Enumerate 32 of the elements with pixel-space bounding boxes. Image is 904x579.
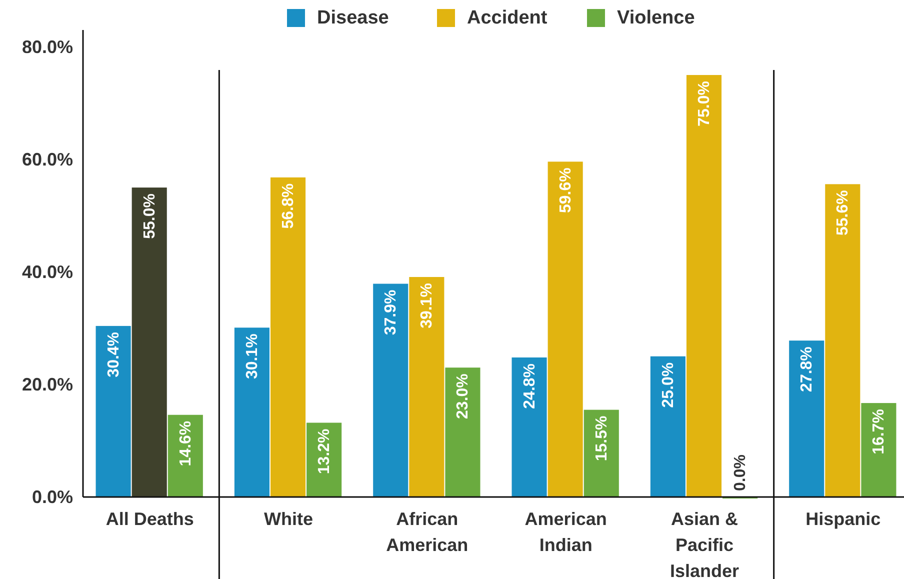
x-tick-label: American Indian [524, 509, 607, 555]
y-tick-label: 40.0% [22, 262, 73, 282]
legend-label: Violence [617, 8, 695, 28]
x-tick-label: Hispanic [806, 509, 881, 529]
data-label: 30.4% [105, 332, 122, 378]
y-tick-label: 20.0% [22, 374, 73, 394]
data-label: 25.0% [660, 362, 677, 408]
y-tick-label: 80.0% [22, 36, 73, 57]
y-tick-label: 60.0% [22, 149, 73, 170]
data-label: 56.8% [280, 183, 298, 229]
data-label: 27.8% [798, 346, 816, 392]
data-label: 13.2% [316, 428, 334, 474]
data-label: 59.6% [557, 168, 574, 214]
data-label: 15.5% [593, 416, 610, 462]
data-label: 37.9% [382, 290, 400, 336]
x-tick-label: All Deaths [106, 509, 194, 529]
data-label: 55.0% [141, 194, 158, 239]
x-tick-label: African American [386, 509, 468, 555]
data-label: 39.1% [418, 283, 436, 328]
x-tick-label: Asian & Pacific Islander [670, 509, 740, 579]
data-label: 75.0% [696, 81, 713, 126]
data-label: 30.1% [244, 334, 261, 380]
x-tick-label: White [264, 509, 314, 529]
legend-label: Disease [317, 8, 389, 28]
y-tick-label: 0.0% [32, 487, 73, 507]
data-label: 16.7% [870, 409, 888, 454]
data-label: 24.8% [521, 363, 538, 409]
data-label: 14.6% [177, 420, 194, 466]
data-label: 55.6% [834, 190, 852, 236]
legend-label: Accident [467, 8, 548, 28]
data-label: 0.0% [732, 454, 750, 491]
data-label: 23.0% [454, 374, 472, 419]
